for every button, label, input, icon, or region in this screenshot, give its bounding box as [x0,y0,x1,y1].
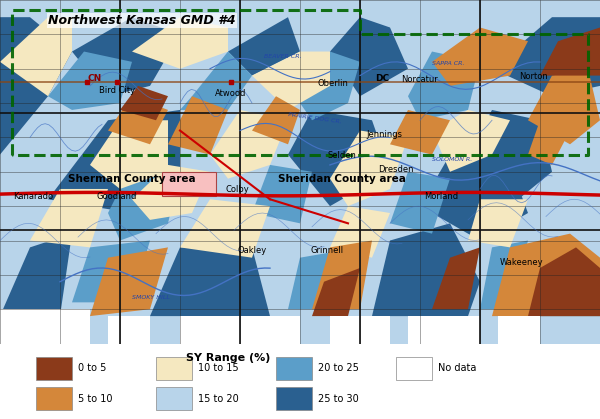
Polygon shape [162,172,216,196]
Polygon shape [108,165,180,241]
Polygon shape [540,28,600,75]
Text: Bird City: Bird City [99,86,135,95]
Polygon shape [132,165,210,220]
Text: Oberlin: Oberlin [317,79,349,88]
Text: SMOKY HILL: SMOKY HILL [132,295,170,300]
Polygon shape [228,17,300,75]
Text: 10 to 15: 10 to 15 [198,363,239,373]
Bar [276,387,312,410]
Text: No data: No data [438,363,476,373]
Polygon shape [330,316,390,344]
Polygon shape [390,172,450,234]
Text: Morland: Morland [424,192,458,201]
Polygon shape [90,120,168,189]
Text: Wakeeney: Wakeeney [500,258,544,266]
Polygon shape [432,110,510,172]
Polygon shape [48,110,180,213]
Polygon shape [468,110,552,206]
Polygon shape [72,17,180,96]
Polygon shape [492,17,600,96]
Polygon shape [180,52,252,110]
Polygon shape [432,247,480,309]
Text: Selden: Selden [328,151,356,160]
Bar [276,357,312,380]
Polygon shape [492,234,600,316]
Polygon shape [510,247,600,316]
Text: Sherman County area: Sherman County area [68,174,196,184]
Polygon shape [288,247,360,309]
Polygon shape [180,316,300,344]
Bar [36,387,72,410]
Polygon shape [0,17,72,96]
Text: PRAIRIE DOG CR.: PRAIRIE DOG CR. [288,112,342,125]
Polygon shape [408,52,480,120]
Text: Dresden: Dresden [378,165,414,174]
Text: Atwood: Atwood [215,89,247,98]
Polygon shape [330,131,408,206]
Text: Colby: Colby [225,185,249,194]
Polygon shape [408,316,480,344]
Text: SAPPA CR.: SAPPA CR. [432,61,464,66]
Polygon shape [390,110,450,155]
Text: Norcatur: Norcatur [401,75,439,85]
Text: Grinnell: Grinnell [310,246,344,254]
Text: 5 to 10: 5 to 10 [78,393,113,403]
Polygon shape [180,199,270,258]
Text: Sheridan County area: Sheridan County area [278,174,406,184]
Text: DC: DC [375,74,389,83]
Text: SY Range (%): SY Range (%) [186,353,270,362]
Polygon shape [0,17,72,155]
Polygon shape [468,199,528,247]
Polygon shape [432,28,528,86]
Polygon shape [312,241,372,309]
Polygon shape [108,316,150,344]
Polygon shape [252,165,312,223]
Text: BEAVER CR.: BEAVER CR. [264,54,302,59]
Text: Oakley: Oakley [238,246,266,254]
Polygon shape [48,52,132,110]
Polygon shape [330,206,390,258]
Polygon shape [528,247,600,316]
Polygon shape [252,96,300,144]
Polygon shape [120,86,168,120]
Text: Kanarado: Kanarado [13,192,53,201]
Bar [156,387,192,410]
Text: SOLOMON R.: SOLOMON R. [432,158,472,163]
Text: CN: CN [87,74,101,83]
Polygon shape [480,241,528,309]
Polygon shape [372,223,480,316]
Text: 15 to 20: 15 to 20 [198,393,239,403]
Polygon shape [0,234,72,316]
Polygon shape [210,110,288,178]
Polygon shape [150,247,270,316]
Polygon shape [528,69,600,144]
Text: 0 to 5: 0 to 5 [78,363,106,373]
Polygon shape [132,17,228,69]
Polygon shape [288,110,390,206]
Polygon shape [0,0,600,344]
Polygon shape [72,241,150,303]
Text: 25 to 30: 25 to 30 [318,393,359,403]
Polygon shape [498,316,540,344]
Polygon shape [300,52,360,120]
Bar [396,357,432,380]
Bar [36,357,72,380]
Text: Jennings: Jennings [366,130,402,140]
Polygon shape [0,309,90,344]
Bar [156,357,192,380]
Polygon shape [168,96,228,155]
Polygon shape [252,52,330,110]
Polygon shape [312,268,360,316]
Polygon shape [90,247,168,316]
Polygon shape [420,155,528,241]
Text: Northwest Kansas GMD #4: Northwest Kansas GMD #4 [48,14,236,27]
Text: Norton: Norton [520,72,548,81]
Text: Goodland: Goodland [97,192,137,201]
Polygon shape [30,189,108,247]
Polygon shape [108,96,168,144]
Polygon shape [330,17,408,96]
Text: 20 to 25: 20 to 25 [318,363,359,373]
Polygon shape [528,120,570,165]
